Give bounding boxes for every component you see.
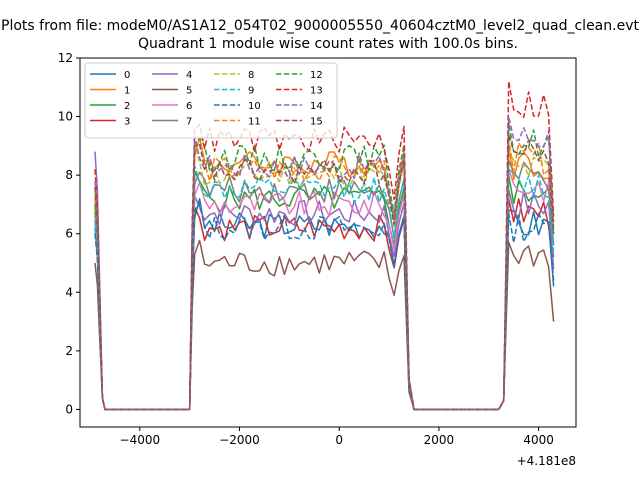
series-lines — [94, 80, 555, 411]
y-tick-label: 8 — [65, 168, 73, 182]
series-line-10 — [94, 202, 555, 411]
x-offset-label: +4.181e8 — [517, 454, 576, 468]
legend-label: 8 — [248, 70, 254, 81]
x-tick-label: 2000 — [424, 433, 455, 447]
y-tick-label: 4 — [65, 285, 73, 299]
legend-label: 15 — [310, 117, 323, 128]
legend-label: 0 — [124, 70, 130, 81]
legend-label: 11 — [248, 117, 261, 128]
legend-label: 3 — [124, 117, 130, 128]
legend-label: 2 — [124, 101, 130, 112]
y-tick-label: 10 — [58, 110, 73, 124]
x-tick-label: −4000 — [120, 433, 161, 447]
y-tick-label: 6 — [65, 227, 73, 241]
figure-suptitle: Plots from file: modeM0/AS1A12_054T02_90… — [1, 18, 639, 34]
y-tick-label: 2 — [65, 344, 73, 358]
legend-label: 4 — [186, 70, 192, 81]
legend-label: 7 — [186, 117, 192, 128]
legend-frame — [84, 62, 338, 139]
legend-label: 13 — [310, 86, 323, 97]
y-tick-label: 12 — [58, 51, 73, 65]
y-tick-label: 0 — [65, 402, 73, 416]
x-axis: −4000 −2000 0 2000 4000 — [120, 427, 554, 447]
legend-label: 6 — [186, 101, 192, 112]
legend-label: 10 — [248, 101, 261, 112]
legend-label: 9 — [248, 86, 254, 97]
legend-label: 12 — [310, 70, 323, 81]
y-axis: 0 2 4 6 8 10 12 — [58, 51, 80, 416]
series-line-15 — [94, 133, 555, 411]
x-tick-label: 4000 — [523, 433, 554, 447]
axes-border — [79, 57, 577, 428]
legend-label: 14 — [310, 101, 323, 112]
x-tick-label: −2000 — [219, 433, 260, 447]
legend-label: 1 — [124, 86, 130, 97]
chart-title: Quadrant 1 module wise count rates with … — [138, 36, 518, 52]
x-tick-label: 0 — [335, 433, 343, 447]
legend-label: 5 — [186, 86, 192, 97]
